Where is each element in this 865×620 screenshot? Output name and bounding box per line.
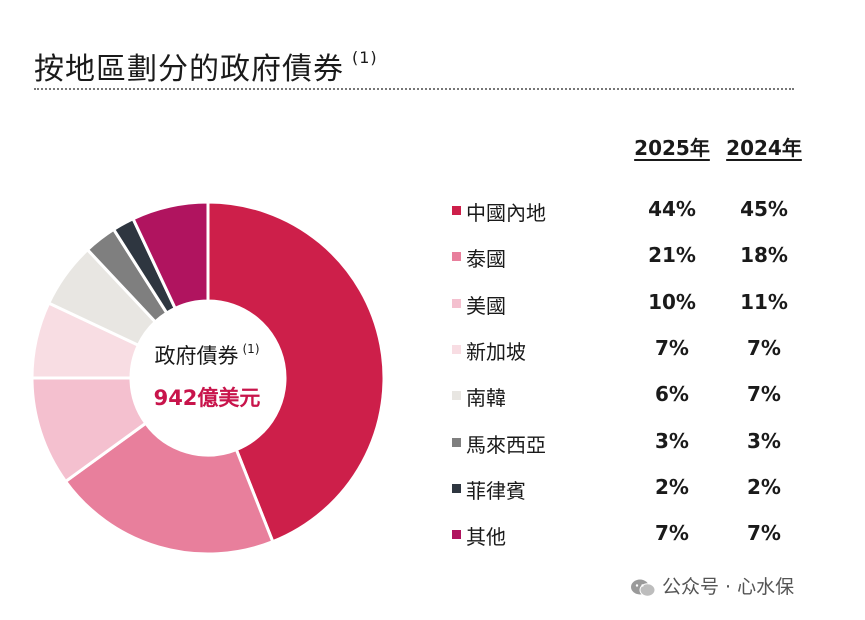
page-title: 按地區劃分的政府債券 (1) (34, 44, 378, 88)
title-divider (34, 88, 794, 90)
donut-slice-1 (206, 200, 386, 544)
watermark: 公众号 · 心水保 (630, 572, 794, 599)
legend-swatch (452, 437, 461, 447)
legend-row: 新加坡 7% 7% (452, 336, 812, 364)
legend-row: 中國內地 44% 45% (452, 197, 812, 225)
legend-swatch (452, 530, 461, 540)
legend-row: 其他 7% 7% (452, 521, 812, 549)
year-header-2025: 2025年 (634, 136, 710, 160)
year-header-2024: 2024年 (726, 136, 802, 160)
legend-row: 美國 10% 11% (452, 290, 812, 318)
legend-swatch (452, 391, 461, 401)
legend-label: 美國 (466, 293, 506, 318)
donut-center-label: 政府債券 (1) (132, 340, 282, 370)
legend-label: 南韓 (466, 386, 506, 411)
value-2025: 7% (655, 521, 689, 546)
value-2025: 21% (648, 243, 696, 268)
legend-swatch (452, 483, 461, 493)
legend-swatch (452, 206, 461, 215)
legend-label: 新加坡 (466, 339, 526, 364)
value-2025: 7% (655, 335, 689, 360)
legend-label: 其他 (466, 525, 506, 550)
legend-row: 馬來西亞 3% 3% (452, 429, 812, 457)
donut-slice-2 (63, 421, 275, 556)
legend-label: 泰國 (466, 247, 506, 272)
value-2024: 18% (740, 243, 788, 268)
value-2025: 6% (655, 382, 689, 407)
value-2025: 2% (655, 474, 689, 499)
legend-label: 中國內地 (466, 201, 546, 225)
value-2024: 3% (747, 428, 781, 453)
legend-row: 南韓 6% 7% (452, 382, 812, 410)
value-2024: 11% (740, 289, 788, 314)
value-2024: 7% (747, 382, 781, 407)
value-2024: 45% (740, 197, 788, 221)
title-text: 按地區劃分的政府債券 (34, 52, 344, 87)
legend-label: 菲律賓 (466, 478, 526, 503)
title-footnote: (1) (352, 48, 378, 67)
donut-slice-8 (131, 200, 210, 311)
wechat-icon (631, 579, 656, 597)
donut-center-value: 942億美元 (153, 386, 261, 410)
legend-swatch (452, 344, 461, 354)
value-2024: 2% (747, 474, 781, 499)
value-2025: 44% (648, 197, 696, 221)
value-2024: 7% (747, 521, 781, 546)
value-2025: 3% (655, 428, 689, 453)
legend-row: 菲律賓 2% 2% (452, 475, 812, 503)
center-label-text: 政府債券 (154, 344, 239, 368)
center-footnote: (1) (242, 342, 260, 356)
value-2024: 7% (747, 335, 781, 360)
legend-swatch (452, 252, 461, 262)
legend-swatch (452, 298, 461, 308)
watermark-text: 公众号 · 心水保 (662, 576, 795, 598)
legend-label: 馬來西亞 (466, 432, 546, 457)
legend-row: 泰國 21% 18% (452, 243, 812, 271)
value-2025: 10% (648, 289, 696, 314)
